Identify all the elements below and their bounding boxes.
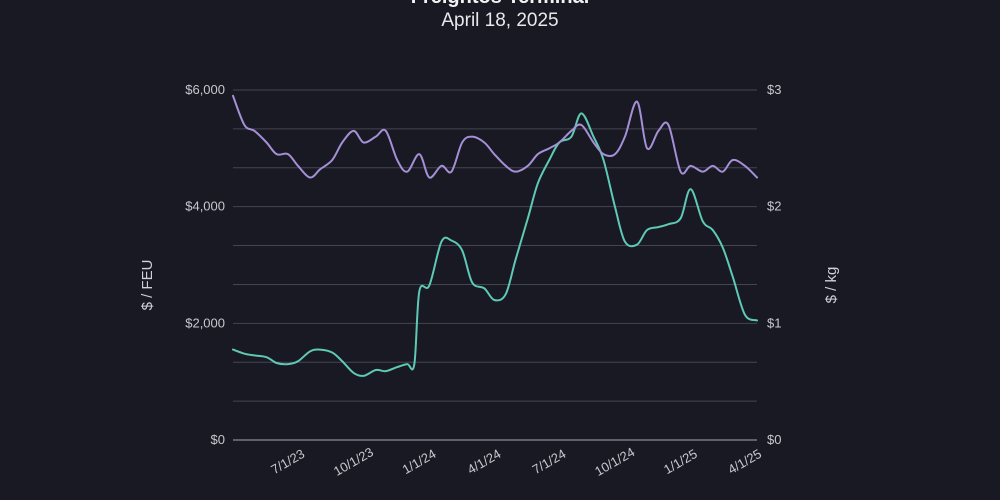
- x-tick-label: 1/1/25: [661, 446, 700, 477]
- x-tick-label: 4/1/25: [725, 446, 764, 477]
- x-tick-label: 1/1/24: [400, 446, 439, 477]
- series-line-right-axis: [232, 94, 758, 179]
- chart-title: Freightos Terminal: [0, 0, 1000, 9]
- x-tick-label: 7/1/23: [268, 446, 307, 477]
- x-tick-label: 4/1/24: [465, 446, 504, 477]
- y-tick-label-left: $4,000: [185, 199, 225, 214]
- x-tick-label: 10/1/23: [331, 444, 376, 479]
- y-tick-label-right: $0: [767, 432, 781, 447]
- x-tick-label: 7/1/24: [530, 446, 569, 477]
- y-tick-label-left: $2,000: [185, 315, 225, 330]
- series-line-left-axis: [232, 112, 758, 377]
- y-tick-label-right: $3: [767, 82, 781, 97]
- y-axis-title-left: $ / FEU: [139, 260, 156, 311]
- y-tick-label-right: $1: [767, 315, 781, 330]
- y-tick-label-left: $0: [211, 432, 225, 447]
- y-tick-label-right: $2: [767, 199, 781, 214]
- y-tick-label-left: $6,000: [185, 82, 225, 97]
- y-axis-title-right: $ / kg: [823, 267, 840, 304]
- chart-subtitle: April 18, 2025: [441, 10, 559, 31]
- x-tick-label: 10/1/24: [592, 444, 637, 479]
